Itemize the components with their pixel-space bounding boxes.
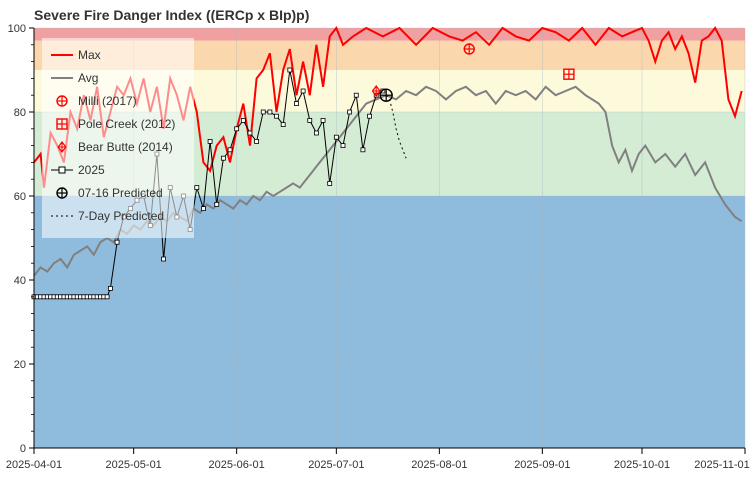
- series-2025-point[interactable]: [234, 126, 240, 132]
- y-tick-label: 100: [8, 23, 26, 35]
- series-2025-point[interactable]: [108, 285, 113, 291]
- series-2025-point[interactable]: [327, 180, 333, 186]
- series-2025-point[interactable]: [294, 101, 299, 106]
- legend-swatch-2025-box: [58, 166, 66, 174]
- series-2025-point[interactable]: [104, 294, 110, 300]
- series-2025-point[interactable]: [360, 147, 366, 153]
- series-2025-point[interactable]: [207, 138, 213, 144]
- legend-item-07-16-predicted[interactable]: 07-16 Predicted: [56, 186, 163, 200]
- series-2025-point[interactable]: [367, 113, 372, 119]
- y-tick-label: 40: [14, 275, 26, 287]
- series-2025-point[interactable]: [353, 92, 359, 98]
- legend-label-pole-creek-2012: Pole Creek (2012): [78, 117, 175, 131]
- x-tick-label: 2025-04-01: [6, 459, 62, 471]
- series-2025-point[interactable]: [227, 147, 233, 153]
- legend-swatch-pole-creek-2012[interactable]: [56, 118, 68, 130]
- legend-label-2025: 2025: [78, 163, 105, 177]
- legend-item-pole-creek-2012[interactable]: Pole Creek (2012): [56, 117, 175, 131]
- series-2025-point[interactable]: [214, 201, 220, 207]
- legend-label-7-day-predicted: 7-Day Predicted: [78, 209, 164, 223]
- legend-label-max: Max: [78, 48, 101, 62]
- legend-background: [42, 38, 194, 238]
- x-tick-label: 2025-06-01: [209, 459, 265, 471]
- series-2025-point[interactable]: [320, 118, 326, 123]
- series-2025-point[interactable]: [314, 130, 319, 136]
- series-2025-point[interactable]: [114, 239, 120, 245]
- marker-bear-butte-2014-[interactable]: [371, 85, 381, 97]
- series-2025-point[interactable]: [300, 88, 306, 94]
- series-2025-point[interactable]: [267, 109, 273, 115]
- series-2025-point[interactable]: [194, 185, 200, 191]
- marker-pole-creek-2012-[interactable]: [563, 68, 575, 80]
- x-tick-label: 2025-07-01: [308, 459, 364, 471]
- series-2025-point[interactable]: [240, 118, 246, 123]
- legend-swatch-2025[interactable]: [58, 166, 66, 174]
- series-2025-point[interactable]: [287, 67, 293, 73]
- x-tick-label: 2025-11-01: [694, 459, 749, 471]
- legend-item-7-day-predicted[interactable]: 7-Day Predicted: [51, 209, 164, 223]
- series-2025-point[interactable]: [260, 109, 266, 115]
- danger-band-4: [34, 28, 745, 41]
- legend-item-max[interactable]: Max: [51, 48, 101, 62]
- series-2025-point[interactable]: [247, 130, 253, 136]
- legend[interactable]: Max Avg Milli (2017) Pole Creek (2012) Bear …: [42, 38, 194, 238]
- series-2025-point[interactable]: [274, 113, 279, 119]
- axes: 0 20 40 60 80 100 2025-04-01 2025-05-01 2025-06-…: [6, 23, 750, 471]
- series-2025-point[interactable]: [340, 143, 346, 149]
- legend-swatch-bear-butte-2014[interactable]: [57, 141, 67, 153]
- x-tick-label: 2025-09-01: [514, 459, 570, 471]
- chart-title: Severe Fire Danger Index ((ERCp x BIp)p): [34, 7, 309, 23]
- legend-label-milli-2017: Milli (2017): [78, 94, 137, 108]
- series-2025-point[interactable]: [201, 206, 206, 212]
- y-tick-label: 20: [14, 359, 26, 371]
- x-tick-label: 2025-05-01: [106, 459, 162, 471]
- x-tick-label: 2025-08-01: [411, 459, 467, 471]
- marker-milli-2017-[interactable]: [463, 43, 475, 55]
- legend-item-avg[interactable]: Avg: [51, 71, 98, 85]
- legend-item-bear-butte-2014[interactable]: Bear Butte (2014): [57, 140, 173, 154]
- series-2025-point[interactable]: [220, 155, 226, 161]
- marker-07-16-predicted[interactable]: [379, 88, 393, 102]
- y-tick-label: 60: [14, 191, 26, 203]
- series-2025-point[interactable]: [161, 256, 166, 262]
- legend-swatch-07-16-predicted[interactable]: [56, 187, 68, 199]
- legend-item-milli-2017[interactable]: Milli (2017): [56, 94, 137, 108]
- legend-label-07-16-predicted: 07-16 Predicted: [78, 186, 163, 200]
- series-2025-point[interactable]: [280, 122, 286, 127]
- series-2025-point[interactable]: [333, 134, 339, 140]
- y-tick-label: 0: [20, 443, 26, 455]
- series-2025-point[interactable]: [254, 138, 260, 144]
- series-2025-point[interactable]: [347, 109, 353, 115]
- series-2025-point[interactable]: [307, 118, 313, 123]
- legend-item-2025[interactable]: 2025: [51, 163, 105, 177]
- y-tick-label: 80: [14, 107, 26, 119]
- legend-label-avg: Avg: [78, 71, 98, 85]
- legend-label-bear-butte-2014: Bear Butte (2014): [78, 140, 173, 154]
- x-tick-label: 2025-10-01: [614, 459, 670, 471]
- legend-swatch-milli-2017[interactable]: [56, 95, 68, 107]
